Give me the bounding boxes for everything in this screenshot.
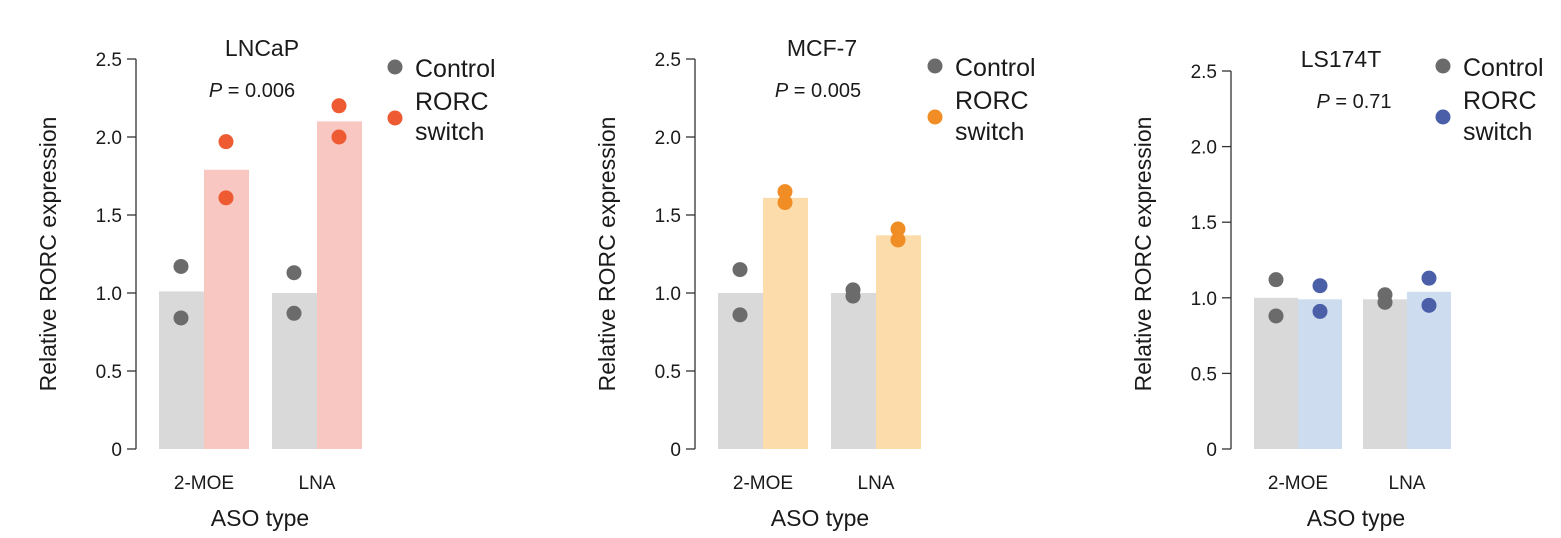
- chart-panel-lncap: 0 0.5 1.0 1.5 2.0 2.5 2-MOE LNA ASO type Relative…: [35, 35, 496, 531]
- legend-label-control: Control: [415, 55, 496, 83]
- data-point-control-2-moe-2: [732, 307, 748, 323]
- x-tick-label: 2-MOE: [1268, 473, 1328, 494]
- p-value-number: = 0.71: [1330, 91, 1392, 113]
- legend-label-rorc: RORC: [1463, 87, 1537, 115]
- chart-legend: Control RORC switch: [1435, 54, 1544, 146]
- bar-rorc-switch-2-moe: [763, 197, 808, 449]
- legend-marker-control: [927, 58, 943, 74]
- y-tick-label: 0: [1206, 440, 1217, 461]
- data-point-rorc-switch-2-moe-1: [777, 195, 793, 211]
- data-point-rorc-switch-2-moe-2: [218, 190, 234, 206]
- x-axis-label: ASO type: [1307, 505, 1405, 531]
- data-point-rorc-switch-2-moe-2: [1312, 303, 1328, 319]
- x-tick-label: LNA: [1389, 473, 1426, 494]
- y-tick-label: 2.0: [655, 128, 681, 149]
- data-point-rorc-switch-2-moe-2: [777, 184, 793, 200]
- data-point-rorc-switch-2-moe-1: [1312, 278, 1328, 294]
- y-tick-label: 0.5: [1191, 364, 1217, 385]
- legend-marker-control: [1435, 58, 1451, 74]
- chart-legend: Control RORC switch: [927, 54, 1036, 146]
- legend-marker-rorc-switch: [387, 110, 403, 126]
- data-point-rorc-switch-lna-1: [1421, 270, 1437, 286]
- chart-title: LNCaP: [225, 35, 299, 61]
- data-point-control-2-moe-1: [173, 258, 189, 274]
- x-tick-label: 2-MOE: [733, 473, 793, 494]
- y-tick-label: 0: [111, 440, 122, 461]
- bar-rorc-switch-2-moe: [204, 169, 249, 449]
- y-tick-label: 1.5: [655, 206, 681, 227]
- legend-marker-rorc-switch: [927, 109, 943, 125]
- legend-marker-control: [387, 59, 403, 75]
- legend-label-switch: switch: [415, 118, 484, 146]
- data-point-control-2-moe-2: [1268, 308, 1284, 324]
- y-tick-label: 1.0: [1191, 289, 1217, 310]
- data-point-control-lna-1: [286, 265, 302, 281]
- p-value-annotation: P = 0.006: [209, 80, 295, 102]
- chart-panel-mcf-7: 0 0.5 1.0 1.5 2.0 2.5 2-MOE LNA ASO type Relative…: [594, 35, 1036, 531]
- bar-control-lna: [831, 293, 876, 449]
- x-tick-label: LNA: [858, 473, 895, 494]
- p-value-annotation: P = 0.71: [1316, 91, 1391, 113]
- p-value-symbol: P: [209, 80, 223, 102]
- data-point-control-lna-2: [845, 282, 861, 298]
- y-tick-label: 0.5: [96, 362, 122, 383]
- bar-rorc-switch-lna: [317, 121, 362, 450]
- x-tick-label: LNA: [299, 473, 336, 494]
- legend-label-switch: switch: [1463, 118, 1532, 146]
- legend-label-rorc: RORC: [955, 87, 1029, 115]
- chart-title: MCF-7: [787, 35, 857, 61]
- data-point-rorc-switch-lna-1: [331, 98, 347, 114]
- chart-panel-ls174t: 0 0.5 1.0 1.5 2.0 2.5 2-MOE LNA ASO type Relative…: [1130, 46, 1544, 531]
- y-tick-label: 1.5: [96, 206, 122, 227]
- data-point-control-lna-2: [286, 305, 302, 321]
- legend-label-rorc: RORC: [415, 88, 489, 116]
- data-point-rorc-switch-lna-2: [331, 129, 347, 145]
- bar-rorc-switch-2-moe: [1298, 299, 1342, 449]
- y-tick-label: 0: [670, 440, 681, 461]
- x-axis-label: ASO type: [771, 505, 869, 531]
- y-tick-label: 2.5: [96, 50, 122, 71]
- data-point-control-2-moe-1: [732, 262, 748, 278]
- bar-rorc-switch-lna: [876, 235, 921, 449]
- legend-label-switch: switch: [955, 118, 1024, 146]
- p-value-number: = 0.006: [222, 80, 295, 102]
- data-point-rorc-switch-lna-2: [890, 221, 906, 237]
- bar-rorc-switch-lna: [1407, 291, 1451, 449]
- legend-marker-rorc-switch: [1435, 109, 1451, 125]
- y-axis-label: Relative RORC expression: [594, 117, 620, 392]
- y-tick-label: 2.5: [1191, 62, 1217, 83]
- legend-label-control: Control: [1463, 54, 1544, 82]
- y-tick-label: 2.0: [1191, 138, 1217, 159]
- p-value-annotation: P = 0.005: [775, 80, 861, 102]
- p-value-number: = 0.005: [788, 80, 861, 102]
- chart-title: LS174T: [1301, 46, 1382, 72]
- y-axis-label: Relative RORC expression: [35, 117, 61, 392]
- x-tick-label: 2-MOE: [174, 473, 234, 494]
- y-tick-label: 2.0: [96, 128, 122, 149]
- p-value-symbol: P: [775, 80, 789, 102]
- legend-label-control: Control: [955, 54, 1036, 82]
- bar-control-lna: [1363, 299, 1407, 449]
- data-point-control-lna-2: [1377, 287, 1393, 303]
- data-point-rorc-switch-lna-2: [1421, 297, 1437, 313]
- y-tick-label: 1.5: [1191, 213, 1217, 234]
- data-point-rorc-switch-lna-1: [890, 232, 906, 248]
- y-tick-label: 1.0: [96, 284, 122, 305]
- data-point-rorc-switch-2-moe-1: [218, 134, 234, 150]
- data-point-control-2-moe-1: [1268, 272, 1284, 288]
- y-axis-label: Relative RORC expression: [1130, 117, 1156, 392]
- y-tick-label: 2.5: [655, 50, 681, 71]
- p-value-symbol: P: [1316, 91, 1330, 113]
- y-tick-label: 0.5: [655, 362, 681, 383]
- data-point-control-2-moe-2: [173, 310, 189, 326]
- x-axis-label: ASO type: [211, 505, 309, 531]
- y-tick-label: 1.0: [655, 284, 681, 305]
